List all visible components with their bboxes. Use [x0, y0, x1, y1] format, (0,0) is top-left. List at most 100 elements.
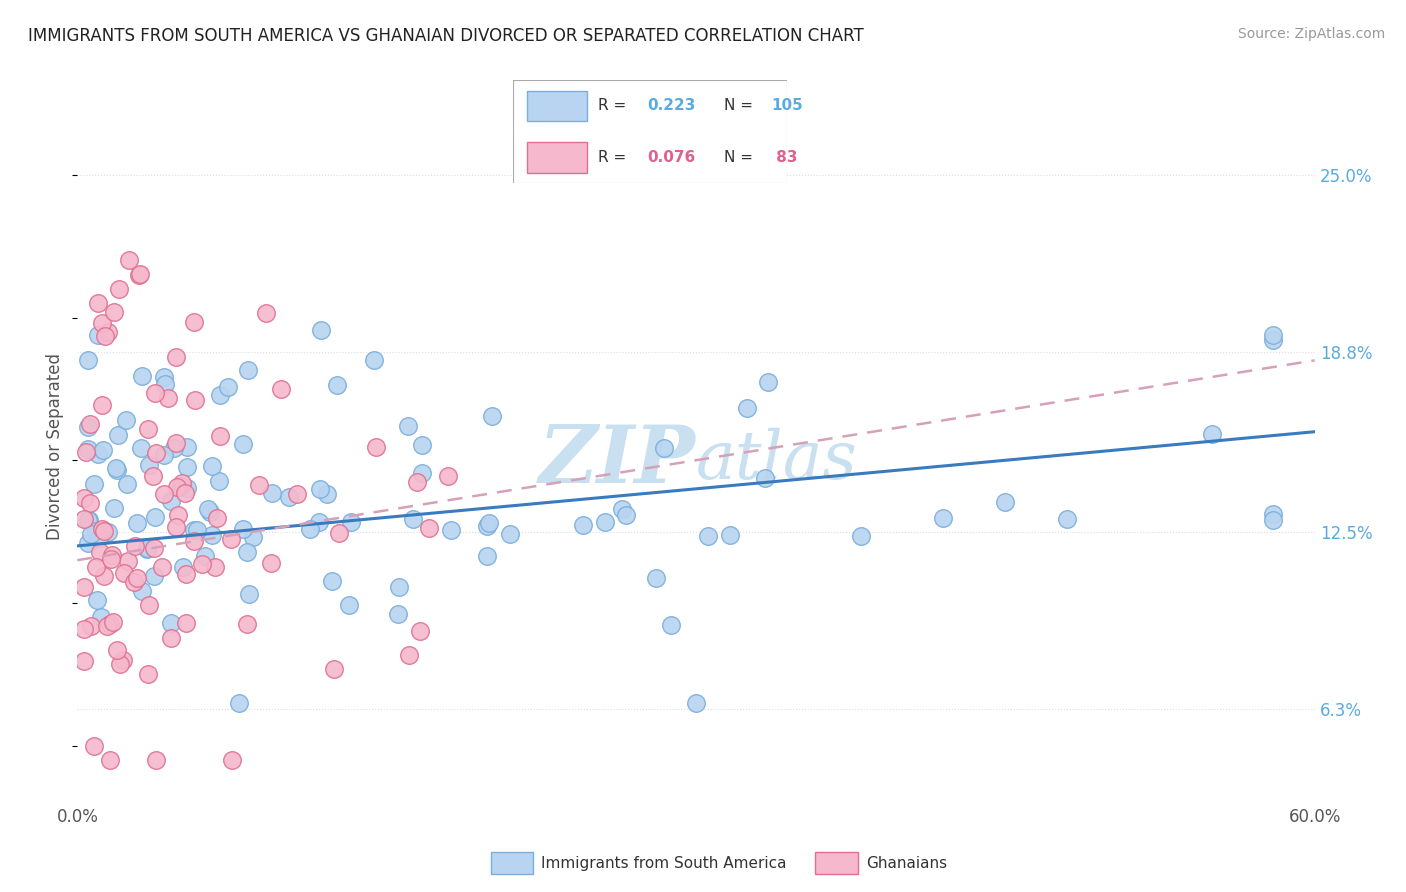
Point: [153, 448, 176, 462]
Point: [247, 478, 270, 492]
Point: [118, 253, 141, 268]
Point: [309, 483, 332, 497]
Point: [593, 516, 616, 530]
Point: [401, 511, 423, 525]
Point: [481, 409, 503, 423]
Point: [174, 567, 197, 582]
Point: [107, 427, 129, 442]
Point: [136, 542, 159, 557]
Point: [153, 370, 176, 384]
Point: [718, 528, 741, 542]
Point: [143, 385, 166, 400]
Point: [97, 524, 120, 539]
Point: [101, 615, 124, 630]
Point: [406, 475, 429, 489]
Point: [87, 447, 110, 461]
Point: [411, 437, 433, 451]
Text: N =: N =: [724, 150, 758, 165]
Point: [236, 616, 259, 631]
Point: [117, 554, 139, 568]
Point: [152, 560, 174, 574]
Point: [79, 496, 101, 510]
Point: [1263, 507, 1285, 521]
Point: [97, 325, 120, 339]
Point: [107, 282, 129, 296]
Point: [418, 521, 440, 535]
Point: [176, 460, 198, 475]
Point: [396, 419, 419, 434]
Point: [321, 574, 343, 588]
Point: [76, 420, 98, 434]
Text: 0.076: 0.076: [648, 150, 696, 165]
Point: [219, 532, 242, 546]
Point: [138, 458, 160, 472]
Point: [167, 508, 190, 523]
Point: [388, 580, 411, 594]
Text: Ghanaians: Ghanaians: [866, 855, 946, 871]
Point: [204, 560, 226, 574]
Point: [183, 315, 205, 329]
Text: 83: 83: [770, 150, 797, 165]
Point: [136, 666, 159, 681]
Point: [475, 519, 498, 533]
Point: [131, 584, 153, 599]
Point: [172, 475, 194, 490]
Point: [659, 618, 682, 632]
Point: [141, 469, 163, 483]
Point: [260, 486, 283, 500]
Point: [159, 494, 181, 508]
Point: [315, 487, 337, 501]
Point: [91, 442, 114, 457]
Point: [616, 508, 638, 523]
Point: [165, 435, 187, 450]
Point: [96, 619, 118, 633]
Point: [194, 549, 217, 563]
Point: [478, 516, 501, 531]
Point: [105, 643, 128, 657]
Point: [105, 461, 128, 475]
Point: [86, 327, 108, 342]
Point: [153, 377, 176, 392]
Point: [208, 429, 231, 443]
Point: [232, 522, 254, 536]
Point: [201, 528, 224, 542]
Point: [309, 323, 332, 337]
Point: [183, 523, 205, 537]
Point: [90, 522, 112, 536]
Text: R =: R =: [598, 98, 631, 113]
Point: [1263, 327, 1285, 342]
Text: IMMIGRANTS FROM SOUTH AMERICA VS GHANAIAN DIVORCED OR SEPARATED CORRELATION CHAR: IMMIGRANTS FROM SOUTH AMERICA VS GHANAIA…: [28, 27, 863, 45]
Point: [94, 329, 117, 343]
Point: [138, 598, 160, 612]
Point: [143, 541, 166, 555]
Point: [499, 527, 522, 541]
Point: [80, 527, 103, 541]
Point: [260, 557, 283, 571]
Point: [98, 617, 121, 632]
Point: [270, 383, 292, 397]
Point: [129, 441, 152, 455]
Point: [76, 442, 98, 456]
Point: [124, 539, 146, 553]
Point: [98, 753, 121, 767]
Point: [79, 417, 101, 431]
Point: [236, 545, 259, 559]
Point: [756, 376, 779, 390]
Point: [103, 305, 125, 319]
Point: [337, 599, 360, 613]
Point: [325, 377, 347, 392]
Point: [1263, 513, 1285, 527]
Point: [112, 566, 135, 580]
Point: [696, 529, 718, 543]
Point: [125, 516, 148, 530]
Point: [91, 398, 114, 412]
Point: [111, 653, 134, 667]
Point: [153, 487, 176, 501]
Text: ZIP: ZIP: [538, 422, 696, 499]
Point: [322, 662, 344, 676]
Point: [932, 510, 955, 524]
Point: [238, 586, 260, 600]
Point: [89, 545, 111, 559]
Point: [208, 475, 231, 489]
Point: [645, 571, 668, 585]
